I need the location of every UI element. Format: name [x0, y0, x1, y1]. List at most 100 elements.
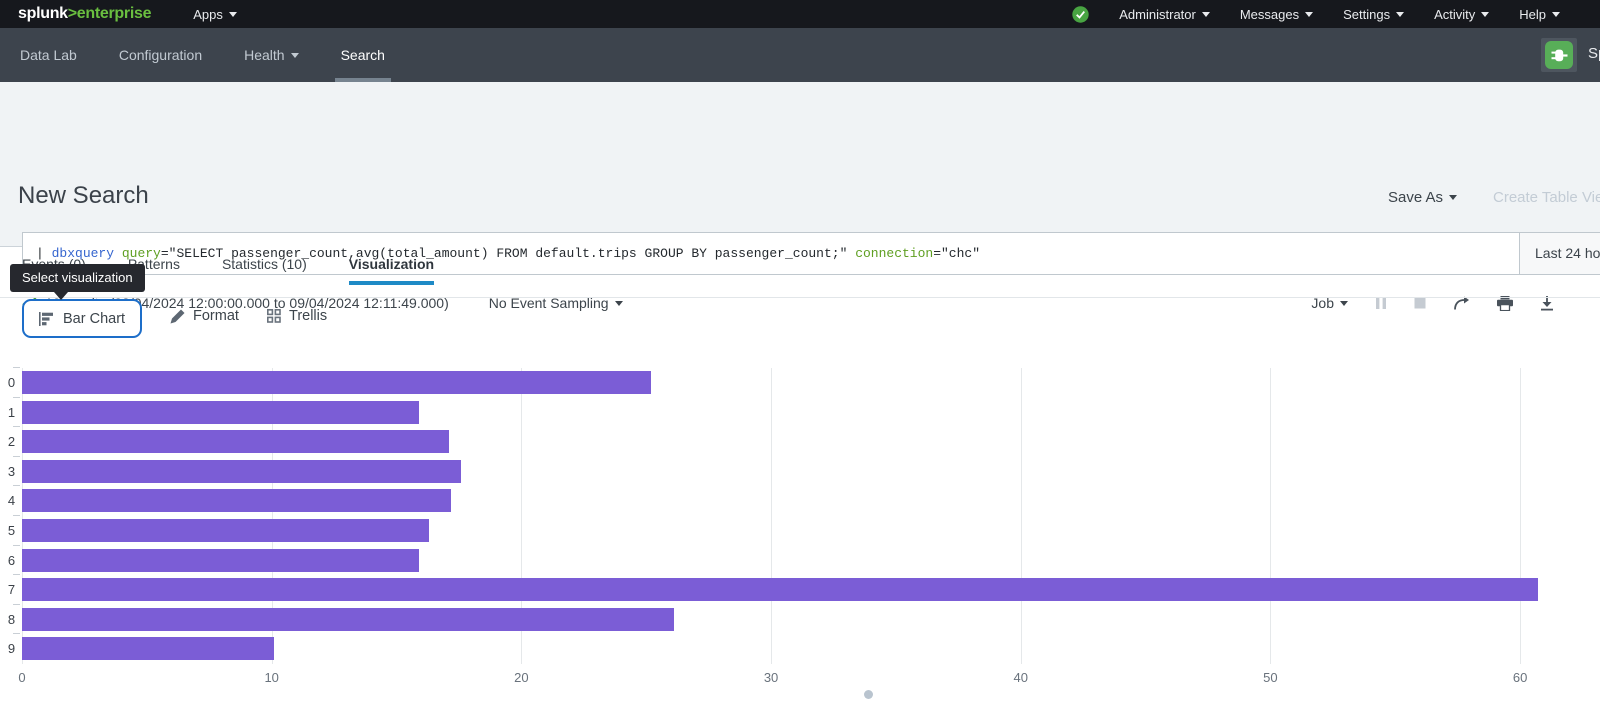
- chart-row: 5: [8, 514, 1600, 546]
- menu-activity[interactable]: Activity: [1434, 7, 1490, 22]
- apps-menu[interactable]: Apps: [193, 7, 237, 22]
- tab-statistics[interactable]: Statistics (10): [221, 256, 307, 272]
- menu-messages[interactable]: Messages: [1240, 7, 1314, 22]
- chart-xticks: 0 10 20 30 40 50 60: [18, 670, 1600, 690]
- nav-item-configuration[interactable]: Configuration: [118, 47, 203, 63]
- splunk-logo: splunk>enterprise: [18, 5, 151, 23]
- bar[interactable]: [22, 518, 429, 542]
- carousel-dot[interactable]: [864, 690, 873, 699]
- create-table-button-disabled: Create Table View: [1493, 189, 1600, 206]
- search-query-input[interactable]: | dbxquery query="SELECT passenger_count…: [23, 233, 1519, 274]
- chart-row: 9: [8, 633, 1600, 664]
- nav-item-search[interactable]: Search: [334, 28, 392, 82]
- time-range-picker[interactable]: Last 24 hours: [1519, 233, 1600, 274]
- bar[interactable]: [22, 459, 462, 483]
- export-download-button[interactable]: [1540, 295, 1554, 311]
- gridline: [1270, 368, 1272, 664]
- y-category-label: 0: [7, 375, 16, 390]
- bar[interactable]: [22, 400, 419, 424]
- app-nav-bar: Data Lab Configuration Health Search: [0, 28, 1600, 82]
- chart-row: 7: [8, 574, 1600, 605]
- gridline: [521, 368, 523, 664]
- chart-row: 0: [8, 367, 1600, 398]
- menu-administrator[interactable]: Administrator: [1119, 7, 1210, 22]
- visualization-type-label: Bar Chart: [63, 310, 126, 327]
- format-button[interactable]: Format: [170, 308, 239, 324]
- y-category-label: 4: [7, 493, 16, 509]
- menu-settings[interactable]: Settings: [1343, 7, 1405, 22]
- job-dropdown[interactable]: Job: [1311, 295, 1348, 311]
- chevron-down-icon: [228, 11, 237, 17]
- x-tick-label: 30: [763, 670, 779, 685]
- y-category-label: 5: [7, 522, 16, 538]
- query-arg2-key: connection: [855, 246, 934, 261]
- chevron-down-icon: [1449, 195, 1458, 200]
- bar[interactable]: [22, 578, 1538, 602]
- x-tick-label: 20: [514, 670, 529, 685]
- chevron-down-icon: [1305, 11, 1314, 17]
- chart-row: 8: [8, 603, 1600, 635]
- query-pipe: |: [36, 246, 52, 261]
- job-controls: Job: [1311, 295, 1600, 311]
- event-sampling-dropdown[interactable]: No Event Sampling: [489, 295, 623, 311]
- db-connect-app-tile[interactable]: [1541, 38, 1577, 72]
- x-tick-label: 10: [264, 670, 279, 685]
- db-connect-plug-icon: [1545, 41, 1573, 69]
- chart-plot-area: 0 1 2 3 4 5 6 7 8 9: [8, 367, 1600, 664]
- app-name-label: Splunk DB Connect: [1588, 45, 1600, 62]
- health-status-check-icon[interactable]: [1072, 5, 1089, 23]
- chevron-down-icon: [1396, 11, 1405, 17]
- tabs-divider: [0, 297, 1600, 298]
- format-label: Format: [193, 308, 239, 324]
- select-visualization-tooltip: Select visualization: [10, 264, 145, 300]
- save-as-button[interactable]: Save As: [1388, 189, 1458, 206]
- query-arg1-value: ="SELECT passenger_count,avg(total_amoun…: [160, 246, 856, 261]
- nav-item-health[interactable]: Health: [244, 28, 299, 82]
- query-arg2-value: ="chc": [933, 246, 981, 261]
- chart-row: 4: [8, 485, 1600, 516]
- x-tick-label: 40: [1013, 670, 1028, 685]
- y-category-label: 7: [7, 582, 16, 598]
- bar[interactable]: [22, 371, 652, 394]
- chevron-down-icon: [1201, 11, 1210, 17]
- chart-row: 6: [8, 544, 1600, 576]
- y-category-label: 3: [7, 463, 16, 479]
- visualization-type-button[interactable]: Bar Chart: [22, 299, 143, 338]
- nav-item-data-lab[interactable]: Data Lab: [20, 47, 77, 63]
- bar[interactable]: [22, 489, 452, 513]
- gridline: [271, 368, 273, 664]
- page-title: New Search: [18, 182, 149, 209]
- splunk-logo-suffix: >enterprise: [67, 5, 152, 22]
- chevron-down-icon: [290, 52, 299, 58]
- bar[interactable]: [22, 637, 275, 661]
- chevron-down-icon: [1340, 301, 1348, 306]
- x-tick-label: 50: [1263, 670, 1278, 685]
- chart-row: 1: [8, 396, 1600, 428]
- trellis-button[interactable]: Trellis: [267, 308, 327, 324]
- search-header-section: New Search Save As Create Table View | d…: [0, 82, 1600, 311]
- chevron-down-icon: [614, 301, 623, 306]
- stop-button: [1414, 297, 1426, 309]
- search-bar: | dbxquery query="SELECT passenger_count…: [22, 232, 1600, 275]
- trellis-label: Trellis: [289, 308, 328, 324]
- x-tick-label: 60: [1512, 670, 1528, 685]
- bar[interactable]: [22, 430, 449, 454]
- y-category-label: 1: [7, 404, 16, 420]
- splunk-logo-brand: splunk: [18, 5, 68, 22]
- y-category-label: 6: [7, 552, 16, 568]
- bar[interactable]: [22, 548, 419, 572]
- bar[interactable]: [22, 607, 674, 631]
- top-bar: splunk>enterprise Apps Administrator Mes…: [0, 0, 1600, 28]
- tab-visualization[interactable]: Visualization: [348, 256, 435, 285]
- gridline: [22, 368, 23, 664]
- query-command: dbxquery: [51, 246, 115, 261]
- bar-chart-icon: [39, 311, 53, 326]
- gridline: [1520, 368, 1522, 664]
- menu-help[interactable]: Help: [1519, 7, 1560, 22]
- gridline: [771, 368, 773, 664]
- query-arg1-key: query: [121, 246, 161, 261]
- y-category-label: 8: [7, 611, 16, 627]
- x-tick-label: 0: [18, 670, 26, 685]
- paintbrush-icon: [170, 309, 185, 323]
- pause-button: [1375, 296, 1387, 310]
